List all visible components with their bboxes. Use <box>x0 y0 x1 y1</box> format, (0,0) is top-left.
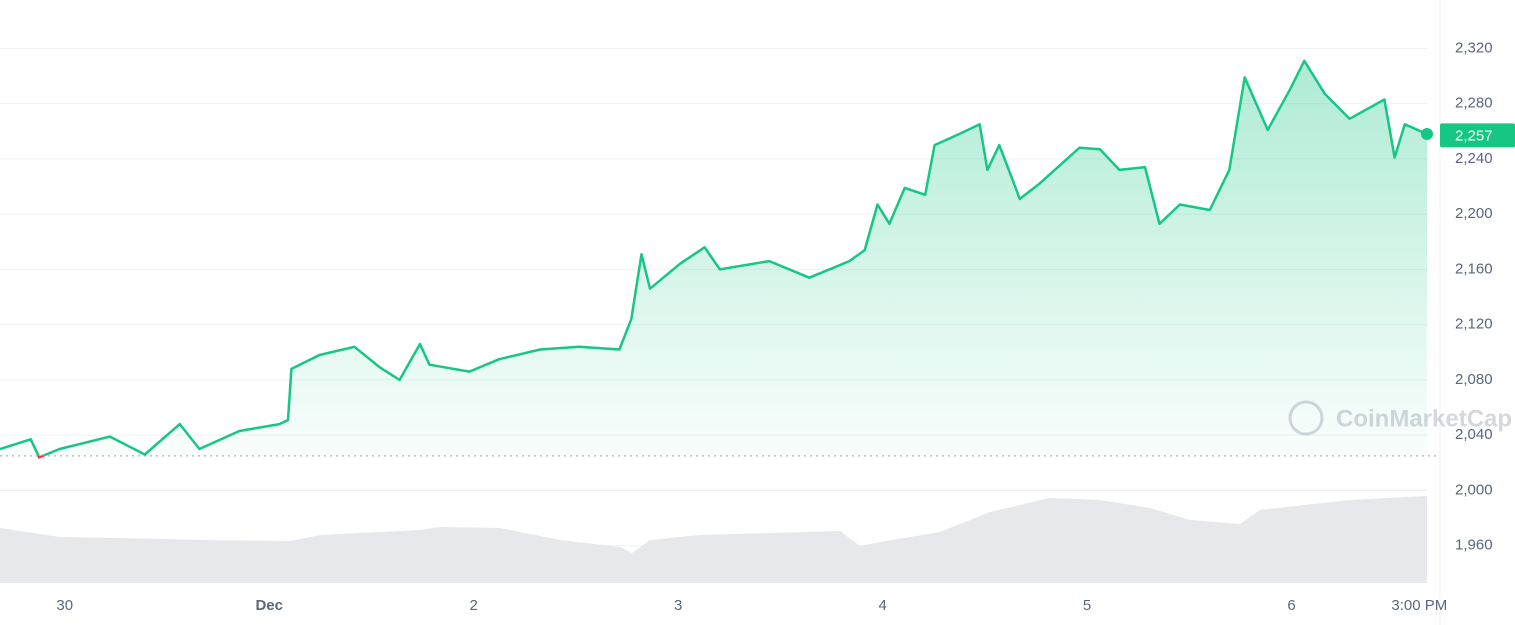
price-area <box>0 60 1427 456</box>
y-tick-label: 2,320 <box>1455 39 1493 56</box>
watermark-text: CoinMarketCap <box>1336 405 1512 432</box>
y-tick-label: 2,280 <box>1455 95 1493 112</box>
price-line <box>0 59 1428 456</box>
y-tick-label: 2,200 <box>1455 205 1493 222</box>
watermark: CoinMarketCap <box>1288 400 1512 436</box>
x-tick-label: 3 <box>674 597 682 614</box>
y-tick-label: 1,960 <box>1455 537 1493 554</box>
x-tick-label: 4 <box>878 597 886 614</box>
watermark-logo <box>1288 400 1324 436</box>
y-tick-label: 2,040 <box>1455 426 1493 443</box>
last-price-tag <box>1440 123 1515 148</box>
y-tick-label: 2,000 <box>1455 481 1493 498</box>
y-tick-label: 2,120 <box>1455 316 1493 333</box>
volume-area <box>0 496 1427 583</box>
x-tick-label: 6 <box>1287 597 1295 614</box>
x-tick-label: Dec <box>255 597 283 614</box>
y-tick-label: 2,240 <box>1455 150 1493 167</box>
last-point <box>1421 128 1433 141</box>
x-tick-label: 2 <box>470 597 478 614</box>
last-price-label: 2,257 <box>1455 127 1493 144</box>
x-tick-label: 30 <box>56 597 73 614</box>
x-tick-label: 3:00 PM <box>1391 597 1447 614</box>
y-tick-label: 2,080 <box>1455 371 1493 388</box>
y-tick-label: 2,160 <box>1455 260 1493 277</box>
x-tick-label: 5 <box>1083 597 1091 614</box>
